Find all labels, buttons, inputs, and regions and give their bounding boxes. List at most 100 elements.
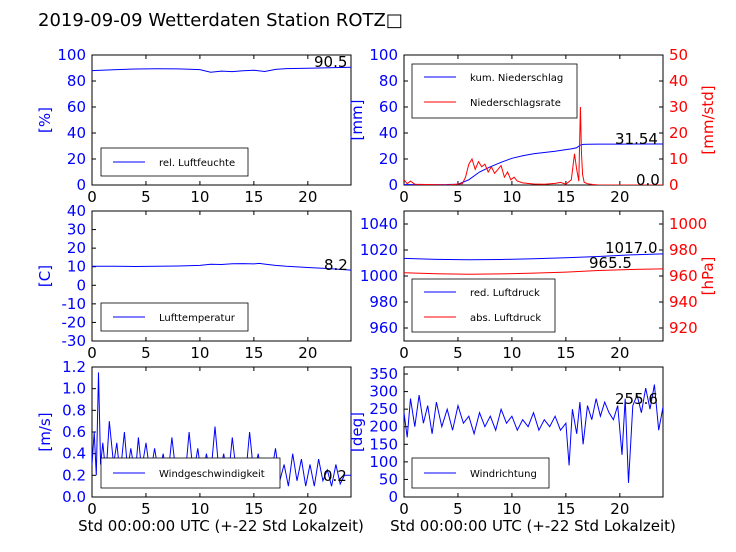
y-axis-label: [m/s] <box>36 412 54 451</box>
x-tick-label: 10 <box>502 344 521 362</box>
x-tick-label: 20 <box>610 344 629 362</box>
x-axis-label: Std 00:00:00 UTC (+-22 Std Lokalzeit) <box>78 517 364 535</box>
x-tick-label: 10 <box>190 188 209 206</box>
x-tick-label: 10 <box>190 500 209 518</box>
y-tick-label: 80 <box>67 72 86 90</box>
y-tick-label: 100 <box>57 46 86 64</box>
last-value-label: 1017.0 <box>605 239 658 257</box>
legend-label: Windgeschwindigkeit <box>159 469 265 480</box>
y-tick-label: 1000 <box>360 267 398 285</box>
x-tick-label: 5 <box>141 344 151 362</box>
last-value-label: 0.0 <box>636 171 660 189</box>
y-tick-label: 100 <box>369 46 398 64</box>
y-tick-label: 0.8 <box>62 401 86 419</box>
y-tick-label: 250 <box>369 400 398 418</box>
y-tick-label: 0 <box>388 176 398 194</box>
y-tick-label: 0 <box>76 176 86 194</box>
y-tick-label: 60 <box>379 98 398 116</box>
y-right-axis-label: [hPa] <box>699 257 717 296</box>
y-tick-label: 80 <box>379 72 398 90</box>
series-line-windrichtung <box>404 384 663 483</box>
y-tick-label: 10 <box>67 258 86 276</box>
last-value-label: 0.2 <box>323 467 347 485</box>
y-tick-label: 150 <box>369 435 398 453</box>
legend-label: Windrichtung <box>470 469 537 480</box>
y-tick-label: 20 <box>379 150 398 168</box>
y-tick-label: -10 <box>62 295 87 313</box>
legend-box <box>411 278 556 333</box>
x-tick-label: 15 <box>244 500 263 518</box>
x-tick-label: 20 <box>610 188 629 206</box>
y-right-tick-label: 10 <box>669 150 688 168</box>
y-tick-label: 1.0 <box>62 380 86 398</box>
y-tick-label: 200 <box>369 418 398 436</box>
y-tick-label: 0.6 <box>62 423 86 441</box>
x-tick-label: 10 <box>502 188 521 206</box>
x-axis-label: Std 00:00:00 UTC (+-22 Std Lokalzeit) <box>390 517 676 535</box>
y-right-tick-label: 960 <box>669 267 698 285</box>
x-tick-label: 5 <box>141 188 151 206</box>
y-tick-label: 50 <box>379 470 398 488</box>
y-right-tick-label: 1000 <box>669 215 707 233</box>
x-tick-label: 20 <box>298 344 317 362</box>
x-tick-label: 20 <box>298 500 317 518</box>
y-right-tick-label: 50 <box>669 46 688 64</box>
series-line-lufttemperatur <box>92 262 351 271</box>
x-tick-label: 0 <box>87 500 97 518</box>
x-tick-label: 0 <box>399 500 409 518</box>
last-value-label: 965.5 <box>589 254 632 272</box>
x-tick-label: 20 <box>298 188 317 206</box>
y-tick-label: 60 <box>67 98 86 116</box>
x-tick-label: 15 <box>556 344 575 362</box>
legend-label: kum. Niederschlag <box>470 73 563 84</box>
x-tick-label: 5 <box>141 500 151 518</box>
last-value-label: 90.5 <box>314 53 347 71</box>
last-value-label: 31.54 <box>615 130 658 148</box>
y-tick-label: 350 <box>369 365 398 383</box>
y-tick-label: 40 <box>67 124 86 142</box>
y-tick-label: 300 <box>369 383 398 401</box>
y-right-tick-label: 40 <box>669 72 688 90</box>
x-tick-label: 15 <box>244 188 263 206</box>
y-right-tick-label: 30 <box>669 98 688 116</box>
series-line-red-luftdruck <box>404 253 663 261</box>
x-tick-label: 10 <box>190 344 209 362</box>
y-right-tick-label: 0 <box>669 176 679 194</box>
legend-label: Lufttemperatur <box>159 313 236 324</box>
y-right-tick-label: 940 <box>669 293 698 311</box>
x-tick-label: 0 <box>399 344 409 362</box>
y-right-tick-label: 920 <box>669 319 698 337</box>
x-tick-label: 0 <box>87 188 97 206</box>
y-tick-label: 0.2 <box>62 466 86 484</box>
series-line-rel-luftfeuchte <box>92 66 351 73</box>
y-tick-label: 40 <box>67 202 86 220</box>
y-tick-label: 980 <box>369 293 398 311</box>
legend-box <box>411 63 578 119</box>
y-tick-label: 0.0 <box>62 488 86 506</box>
y-tick-label: -30 <box>62 332 87 350</box>
series-line-niederschlagsrate <box>404 106 663 185</box>
legend-label: Niederschlagsrate <box>470 98 561 109</box>
x-tick-label: 15 <box>244 344 263 362</box>
y-tick-label: 100 <box>369 453 398 471</box>
series-line-abs-luftdruck <box>404 268 663 275</box>
x-tick-label: 5 <box>453 500 463 518</box>
x-tick-label: 5 <box>453 344 463 362</box>
last-value-label: 8.2 <box>324 256 348 274</box>
x-tick-label: 0 <box>87 344 97 362</box>
y-right-tick-label: 20 <box>669 124 688 142</box>
y-axis-label: [C] <box>36 265 54 287</box>
y-right-axis-label: [mm/std] <box>699 85 717 154</box>
y-tick-label: 40 <box>379 124 398 142</box>
y-tick-label: -20 <box>62 313 87 331</box>
y-tick-label: 30 <box>67 221 86 239</box>
y-tick-label: 20 <box>67 239 86 257</box>
y-tick-label: 1.2 <box>62 358 86 376</box>
y-axis-label: [mm] <box>348 100 366 141</box>
y-tick-label: 1040 <box>360 215 398 233</box>
legend-label: abs. Luftdruck <box>470 313 541 324</box>
y-tick-label: 1020 <box>360 241 398 259</box>
x-tick-label: 10 <box>502 500 521 518</box>
x-tick-label: 5 <box>453 188 463 206</box>
legend-label: rel. Luftfeuchte <box>159 158 235 169</box>
